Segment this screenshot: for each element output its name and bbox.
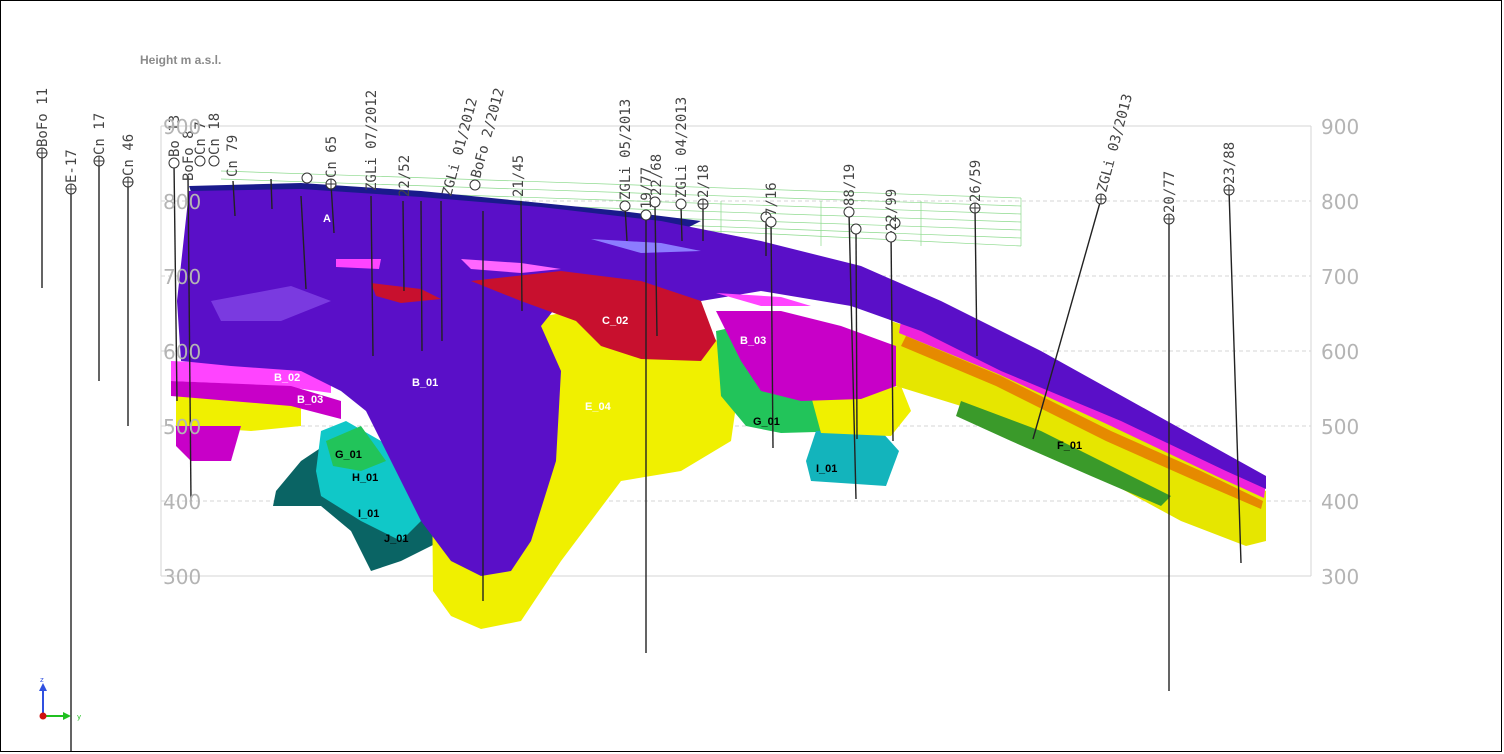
- tick-right-500: 500: [1321, 415, 1359, 439]
- unit-b-lower-left: [176, 426, 241, 461]
- unit-i01-right: [806, 431, 899, 486]
- label-h01: H_01: [352, 472, 378, 484]
- bh-label-2268: 22/68: [649, 154, 665, 196]
- bh-label-bofo11: BoFo 11: [35, 88, 51, 147]
- label-g01-right: G_01: [753, 416, 780, 428]
- bh-label-1977: 19/77: [639, 167, 655, 209]
- unit-g01-left: [326, 426, 386, 471]
- unit-pink-strip-1: [336, 259, 381, 269]
- unit-pink-strip-2: [461, 259, 561, 273]
- bh-label-cn65: Cn 65: [324, 136, 340, 178]
- bh-label-zgli04: ZGLi 04/2013: [674, 97, 690, 198]
- label-b02: B_02: [274, 372, 300, 384]
- label-g01-left: G_01: [335, 449, 362, 461]
- bh-label-zgli03: ZGLi 03/2013: [1094, 92, 1136, 194]
- label-i01-left: I_01: [358, 508, 379, 520]
- tick-labels-left: 900 800 700 600 500 400 300: [163, 115, 201, 589]
- bh-label-218: 2/18: [696, 164, 712, 198]
- borehole-traces: [41, 153, 1242, 751]
- bh-label-716: 7/16: [764, 182, 780, 216]
- bh-label-bofo8: BoFo 8: [181, 130, 197, 181]
- label-j01: J_01: [384, 533, 408, 545]
- tick-left-300: 300: [163, 565, 201, 589]
- label-b03-left: B_03: [297, 394, 323, 406]
- bh-label-e17: E-17: [64, 149, 80, 183]
- unit-b01: [177, 189, 1266, 576]
- geology-bodies: [171, 183, 1266, 629]
- unit-labels: A B_01 B_02 B_03 B_03 C_02 E_04 F_01 G_0…: [274, 213, 1082, 545]
- tick-right-600: 600: [1321, 340, 1359, 364]
- bh-label-cn79: Cn 79: [225, 135, 241, 177]
- tick-left-800: 800: [163, 190, 201, 214]
- unit-b01-highlight: [211, 286, 331, 321]
- bh-label-zgli07: ZGLi 07/2012: [364, 90, 380, 191]
- label-c02: C_02: [602, 315, 628, 327]
- unit-pink-strip-3: [716, 293, 811, 306]
- triad-y-label: y: [77, 713, 81, 721]
- tick-right-900: 900: [1321, 115, 1359, 139]
- axis-triad[interactable]: z y: [39, 676, 81, 721]
- label-i01-right: I_01: [816, 463, 837, 475]
- bh-label-cn18: Cn 18: [207, 113, 223, 155]
- unit-orange-band: [901, 336, 1263, 509]
- bh-label-2299: 22/99: [884, 189, 900, 231]
- bh-label-2252: 22/52: [397, 155, 413, 197]
- tick-left-500: 500: [163, 415, 201, 439]
- label-f01: F_01: [1057, 440, 1082, 452]
- label-b01: B_01: [412, 377, 438, 389]
- tick-left-600: 600: [163, 340, 201, 364]
- tick-right-400: 400: [1321, 490, 1359, 514]
- triad-z-label: z: [40, 676, 44, 684]
- tick-right-700: 700: [1321, 265, 1359, 289]
- bh-label-cn7: Cn 7: [193, 121, 209, 155]
- label-e04: E_04: [585, 401, 612, 413]
- tick-right-800: 800: [1321, 190, 1359, 214]
- tick-right-300: 300: [1321, 565, 1359, 589]
- tick-left-700: 700: [163, 265, 201, 289]
- bh-label-2388: 23/88: [1222, 142, 1238, 184]
- bh-label-zgli05: ZGLi 05/2013: [618, 99, 634, 200]
- bh-label-2659: 26/59: [968, 160, 984, 202]
- label-b03-right: B_03: [740, 335, 766, 347]
- bh-label-bo13: Bo 13: [167, 115, 183, 157]
- tick-labels-right: 900 800 700 600 500 400 300: [1321, 115, 1359, 589]
- unit-green-band: [956, 401, 1171, 506]
- unit-c02: [471, 271, 716, 361]
- label-a: A: [323, 213, 331, 225]
- borehole-markers: [36, 147, 1235, 243]
- unit-b03: [171, 381, 341, 419]
- unit-c-left: [371, 283, 441, 303]
- tick-left-400: 400: [163, 490, 201, 514]
- axis-title: Height m a.s.l.: [140, 53, 222, 67]
- unit-b03-right: [716, 311, 896, 401]
- bh-label-2077: 20/77: [1162, 171, 1178, 213]
- bh-label-8819: 88/19: [842, 164, 858, 206]
- tick-left-900: 900: [163, 115, 201, 139]
- bh-label-2145: 21/45: [511, 155, 527, 197]
- bh-label-cn17: Cn 17: [92, 113, 108, 155]
- bh-label-cn46: Cn 46: [121, 134, 137, 176]
